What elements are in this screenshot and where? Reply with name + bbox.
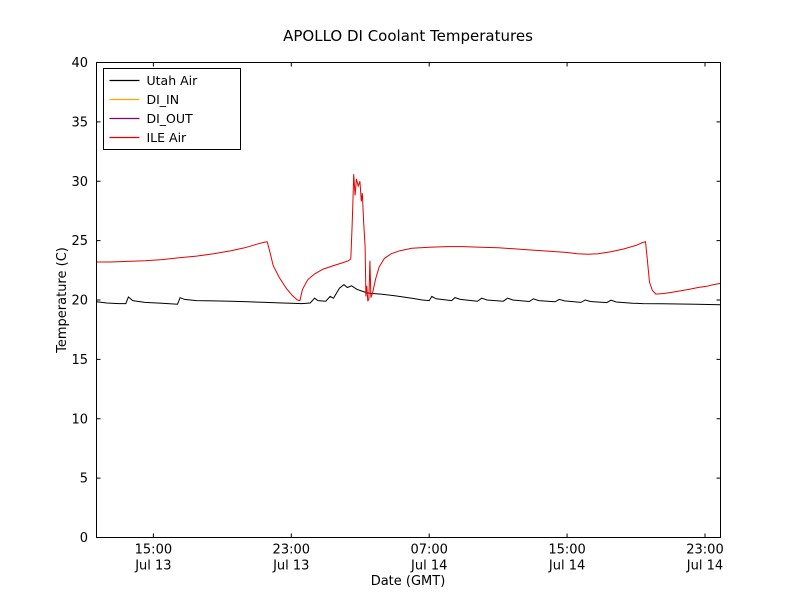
series-line-ile-air [96, 174, 721, 302]
legend-label: DI_IN [147, 92, 180, 107]
x-tick-date-label: Jul 13 [272, 559, 309, 574]
chart-title: APOLLO DI Coolant Temperatures [283, 27, 533, 45]
y-tick-label: 15 [71, 353, 88, 368]
y-tick-label: 10 [71, 412, 88, 427]
x-tick-time-label: 23:00 [686, 543, 723, 558]
y-tick-label: 40 [71, 56, 88, 71]
y-tick-label: 35 [71, 115, 88, 130]
y-tick-label: 30 [71, 175, 88, 190]
x-tick-date-label: Jul 13 [134, 559, 171, 574]
y-tick-label: 20 [71, 294, 88, 309]
x-tick-date-label: Jul 14 [548, 559, 585, 574]
series-line-utah-air [96, 283, 721, 306]
y-axis-label: Temperature (C) [55, 247, 70, 354]
legend: Utah Air DI_IN DI_OUT ILE Air [103, 68, 241, 150]
plot-frame [96, 62, 721, 538]
x-tick-time-label: 15:00 [135, 543, 172, 558]
x-tick-time-label: 23:00 [273, 543, 310, 558]
y-tick-label: 0 [80, 531, 88, 546]
y-tick-label: 25 [71, 234, 88, 249]
x-tick-time-label: 07:00 [410, 543, 447, 558]
legend-label: Utah Air [147, 73, 199, 88]
y-tick-label: 5 [80, 472, 88, 487]
x-axis-label: Date (GMT) [371, 574, 446, 589]
legend-label: ILE Air [147, 130, 188, 145]
legend-label: DI_OUT [147, 111, 194, 126]
x-tick-time-label: 15:00 [548, 543, 585, 558]
data-series [96, 174, 721, 306]
x-tick-date-label: Jul 14 [686, 559, 723, 574]
legend-box [103, 68, 241, 150]
x-tick-date-label: Jul 14 [410, 559, 447, 574]
